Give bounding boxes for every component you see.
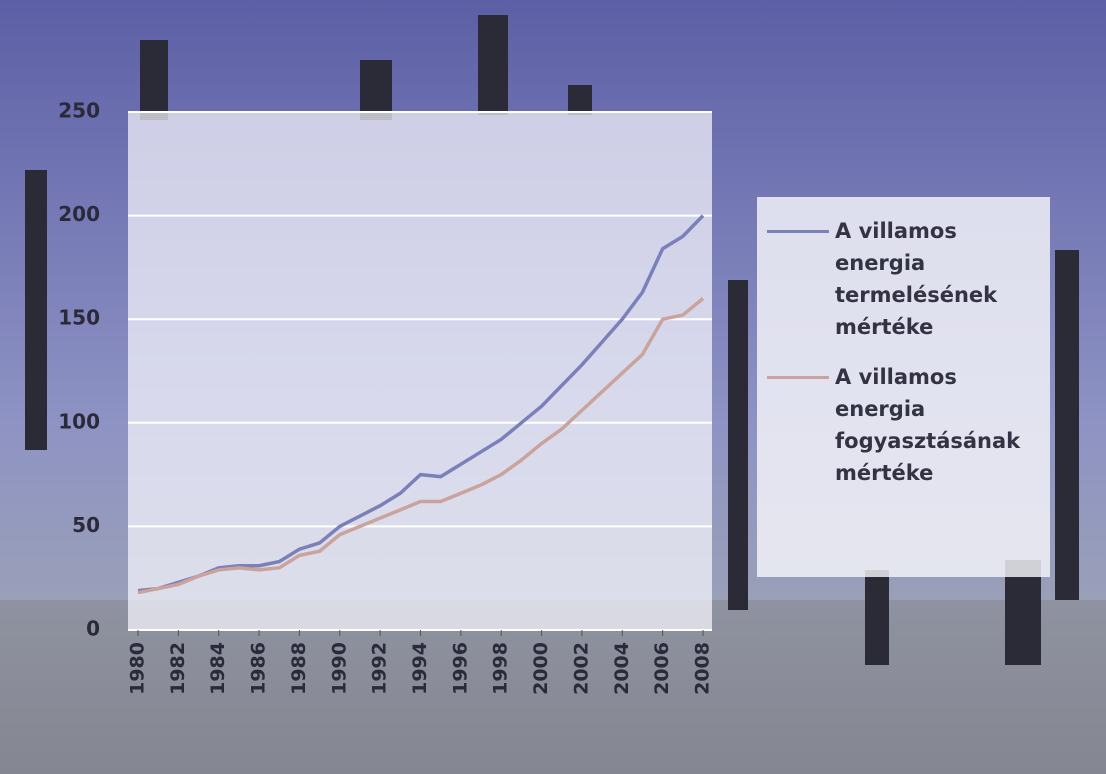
x-tick-label: 1984: [207, 642, 229, 695]
x-tick-label: 1996: [449, 642, 471, 695]
x-tick-label: 1990: [328, 642, 350, 695]
x-tick-label: 2006: [651, 642, 673, 695]
insulators: [25, 15, 1079, 665]
series-line: [137, 214, 705, 593]
x-tick-label: 2004: [611, 642, 633, 695]
x-tick-label: 1998: [490, 642, 512, 695]
plot-area: [128, 112, 712, 630]
legend-label: A villamos energia fogyasztásának mérték…: [835, 365, 1021, 485]
x-tick-label: 1982: [167, 642, 189, 695]
legend-swatch: [767, 230, 829, 233]
y-tick-label: 200: [58, 202, 100, 226]
x-tick-label: 1986: [248, 642, 270, 695]
x-tick-label: 1992: [369, 642, 391, 695]
series-line: [137, 297, 705, 595]
y-tick-label: 50: [72, 513, 100, 537]
x-tick-label: 1988: [288, 642, 310, 695]
x-tick-label: 2008: [692, 642, 714, 695]
x-tick-label: 2000: [530, 642, 552, 695]
y-tick-label: 0: [86, 617, 100, 641]
x-tick-label: 1994: [409, 642, 431, 695]
legend-swatch: [767, 376, 829, 379]
y-tick-label: 100: [58, 409, 100, 433]
x-tick-label: 1980: [127, 642, 149, 695]
legend: A villamos energia termelésének mértéke A…: [757, 197, 1050, 577]
legend-entry: A villamos energia termelésének mértéke: [757, 215, 1050, 343]
y-tick-label: 250: [58, 99, 100, 123]
x-tick-label: 2002: [570, 642, 592, 695]
legend-label: A villamos energia termelésének mértéke: [835, 219, 998, 339]
legend-entry: A villamos energia fogyasztásának mérték…: [757, 361, 1050, 489]
y-tick-label: 150: [58, 306, 100, 330]
